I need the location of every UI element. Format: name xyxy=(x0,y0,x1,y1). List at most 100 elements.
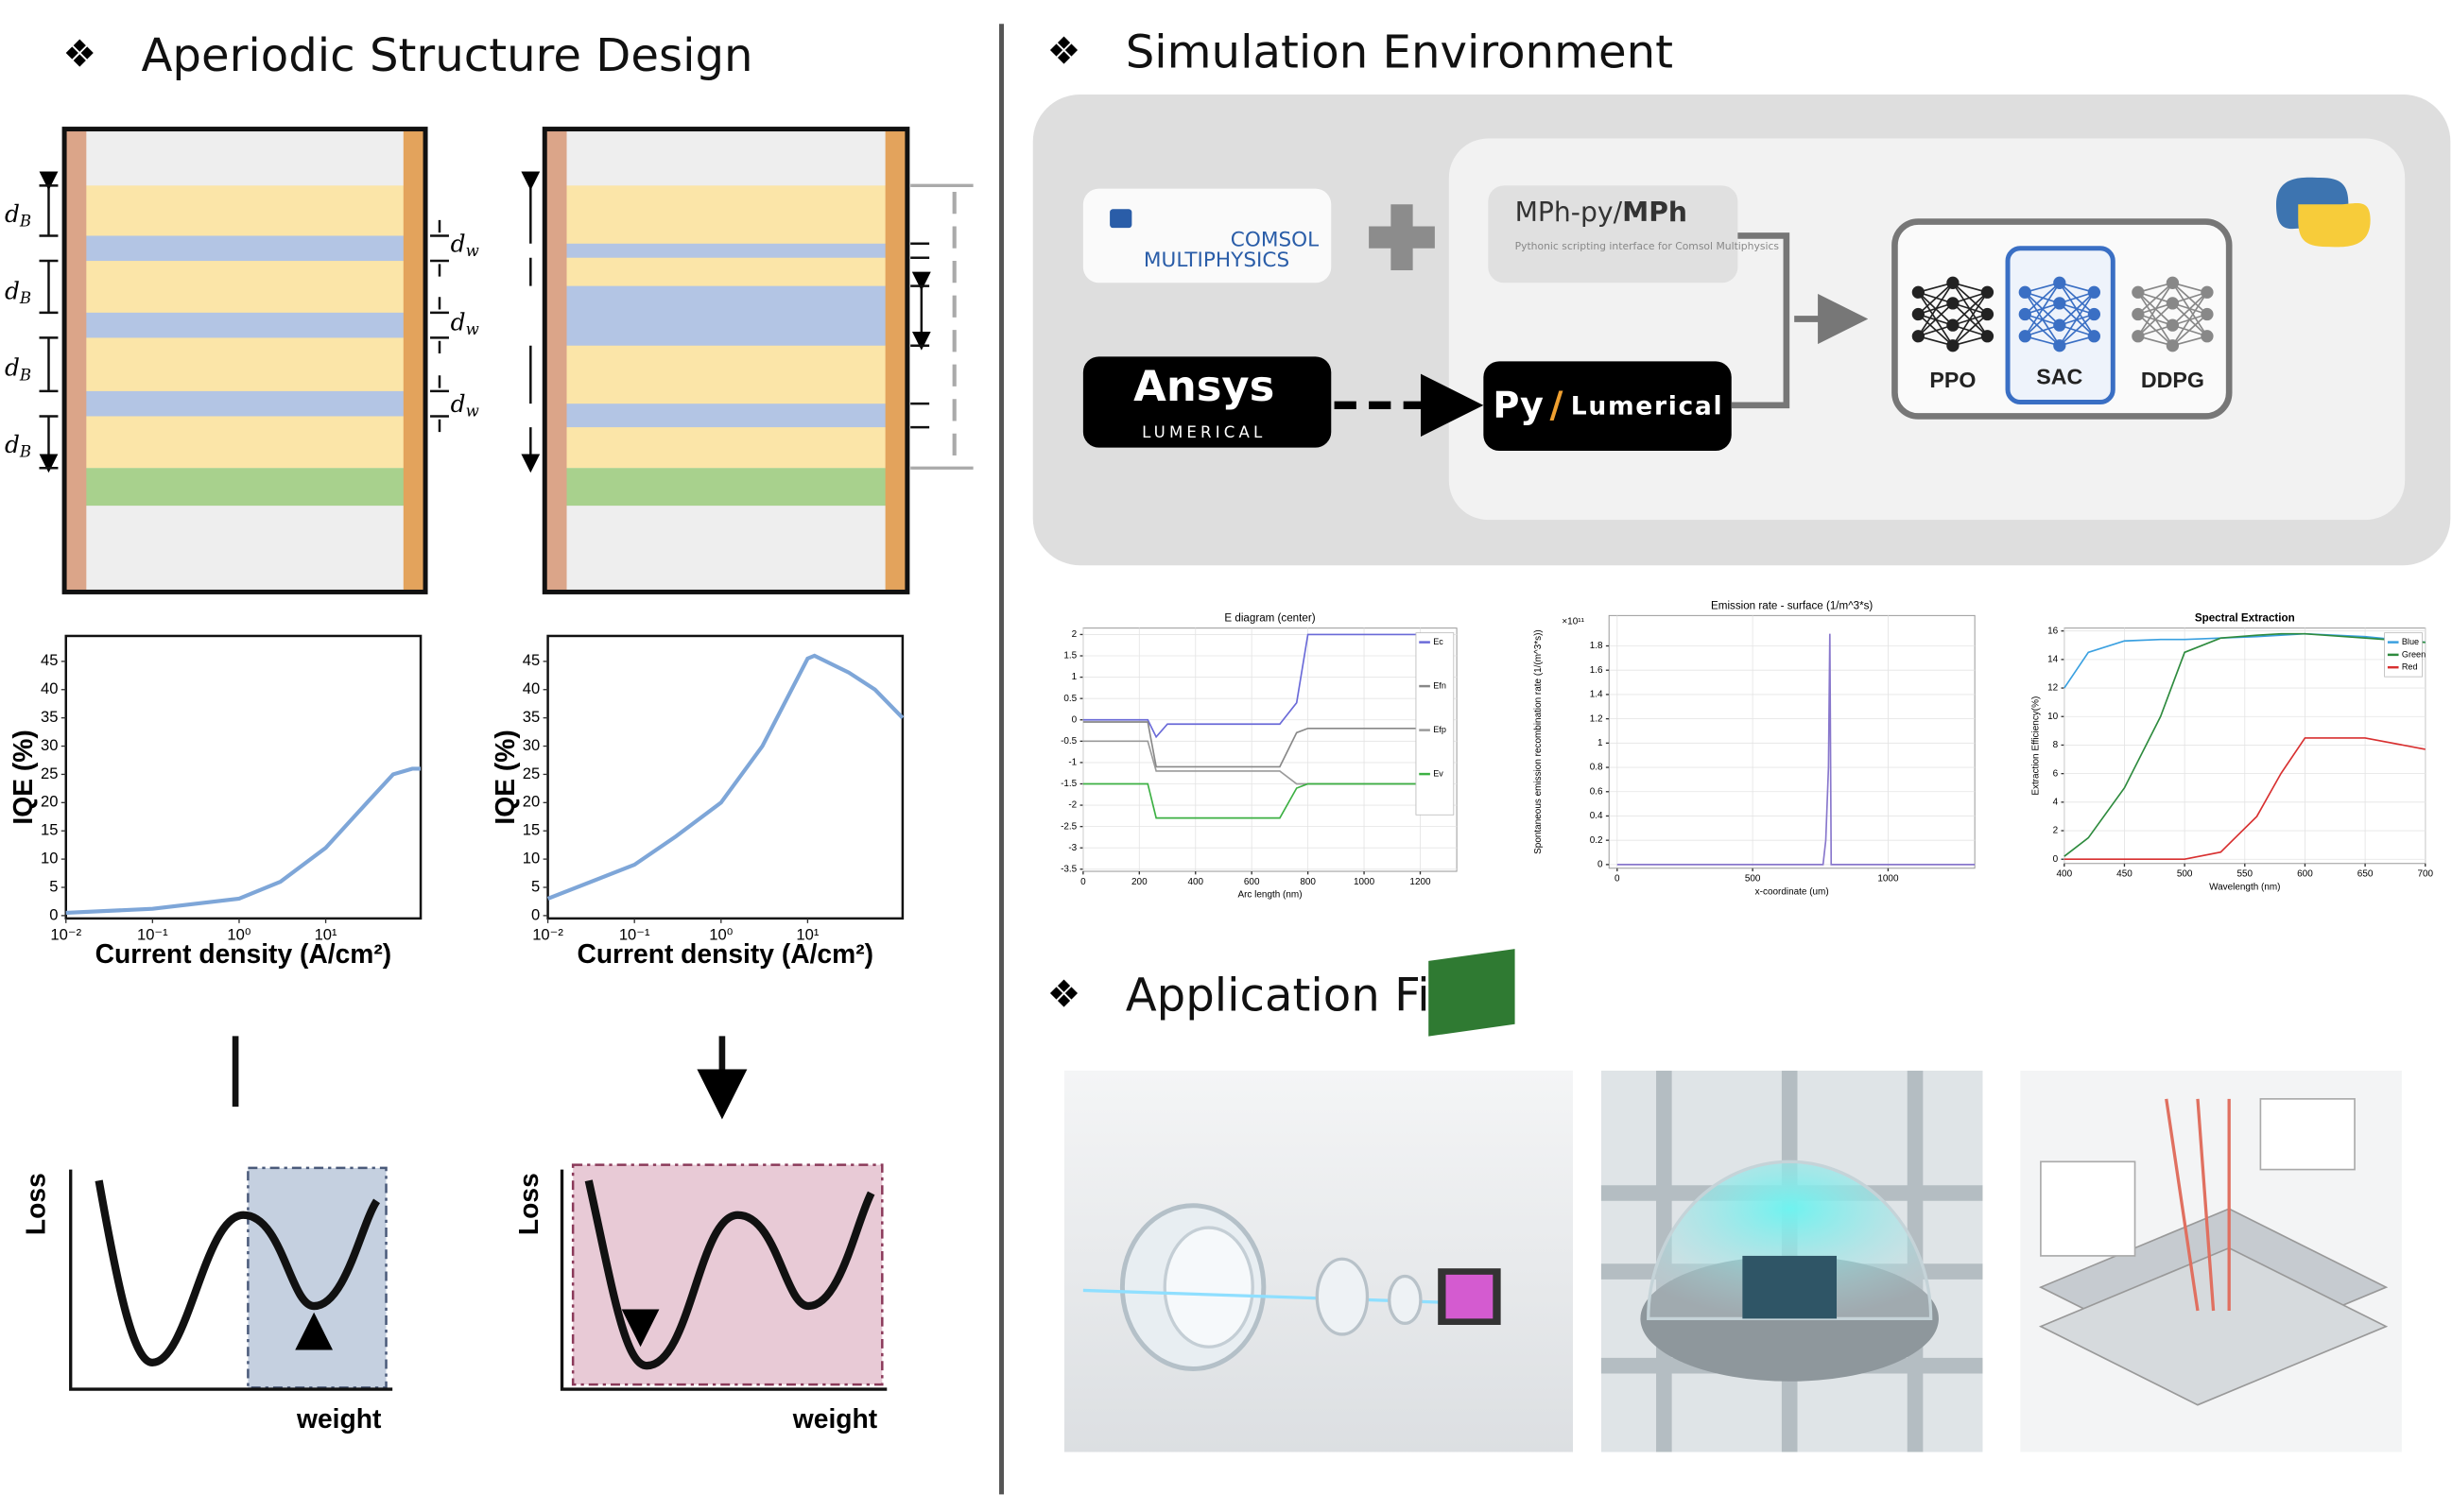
y-tick-label: 45 xyxy=(523,651,540,669)
net-node xyxy=(1911,285,1925,299)
x-tick-label: 1000 xyxy=(1877,874,1899,885)
net-node xyxy=(2053,318,2066,332)
net-node xyxy=(2053,339,2066,352)
net-edge xyxy=(2059,291,2095,326)
x-tick-label: 500 xyxy=(1745,874,1761,885)
barrier-label: dB xyxy=(5,277,31,307)
net-node xyxy=(2166,318,2180,332)
x-tick-label: 450 xyxy=(2116,869,2133,880)
x-tick-label: 650 xyxy=(2357,869,2374,880)
net-node xyxy=(1911,307,1925,321)
y-tick-label: 1.4 xyxy=(1590,690,1603,700)
net-node xyxy=(2201,330,2214,343)
y-tick-label: 0 xyxy=(2053,854,2059,865)
net-edge xyxy=(2171,313,2208,347)
net-edge xyxy=(2024,302,2061,337)
y-tick-label: -1 xyxy=(1068,758,1077,768)
net-edge xyxy=(1917,302,1954,337)
x-tick-label: 500 xyxy=(2177,869,2193,880)
net-edge xyxy=(1952,291,1989,347)
y-tick-label: 1 xyxy=(1597,738,1603,748)
y-tick-label: 35 xyxy=(41,708,58,726)
series-line xyxy=(2063,737,2426,861)
net-edge xyxy=(2137,282,2174,337)
chart: 0 5 10 15 20 25 30 35 40 45 10⁻² 10⁻¹ 10⁰ 10¹Current … xyxy=(490,634,905,969)
algorithm-label: DDPG xyxy=(2141,368,2204,392)
y-tick-label: -2 xyxy=(1068,800,1077,811)
net-node xyxy=(2053,297,2066,310)
logo-text: Py / Lumerical xyxy=(1493,385,1723,426)
bullet: ❖ xyxy=(1047,29,1081,73)
net-edge xyxy=(1917,282,1954,337)
y-tick-label: 1.6 xyxy=(1590,665,1603,676)
chart-title: E diagram (center) xyxy=(1224,612,1315,625)
y-tick-label: 0.4 xyxy=(1590,811,1603,821)
net-node xyxy=(1946,276,1960,289)
y-tick-label: 6 xyxy=(2053,768,2059,779)
y-tick-label: 20 xyxy=(523,793,540,811)
y-tick-label: -0.5 xyxy=(1061,736,1078,747)
x-tick-label: 1200 xyxy=(1409,877,1431,887)
axis-label: weight xyxy=(296,1403,382,1434)
y-tick-label: 14 xyxy=(2047,654,2059,664)
y-axis-label: Spontaneous emission recombination rate … xyxy=(1533,629,1544,854)
logo-text: Ansys xyxy=(1133,361,1274,411)
y-tick-label: 15 xyxy=(41,821,58,839)
y-tick-label: 40 xyxy=(523,679,540,697)
net-node xyxy=(1946,339,1960,352)
loss-chart: Loss weight xyxy=(20,1166,393,1434)
y-tick-label: 8 xyxy=(2053,740,2059,750)
x-tick-label: 10⁻² xyxy=(50,926,81,944)
y-tick-label: 2 xyxy=(2053,826,2059,836)
data-line xyxy=(65,766,422,915)
flow-arrow xyxy=(232,1036,722,1107)
net-edge xyxy=(1917,282,1954,316)
y-tick-label: 4 xyxy=(2053,797,2059,807)
barrier-label: dB xyxy=(5,353,31,384)
y-tick-label: 0 xyxy=(1597,860,1603,870)
y-axis-label: Extraction Efficiency(%) xyxy=(2031,696,2042,796)
x-tick-label: 10⁻¹ xyxy=(137,926,168,944)
y-tick-label: 2 xyxy=(1072,629,1078,640)
y-tick-label: 1.2 xyxy=(1590,713,1603,724)
layer-stack xyxy=(40,127,449,594)
simulation-panel: COMSOL MULTIPHYSICS MPh-py/MPh Pythonic … xyxy=(1032,94,2451,566)
y-tick-label: 25 xyxy=(523,765,540,782)
legend-label: Ec xyxy=(1433,637,1443,646)
net-node xyxy=(2018,285,2031,299)
y-tick-label: 40 xyxy=(41,679,58,697)
logo-text: MULTIPHYSICS xyxy=(1144,249,1289,272)
net-node xyxy=(1911,330,1925,343)
net-node xyxy=(2166,297,2180,310)
algorithm-label: SAC xyxy=(2036,365,2082,389)
logo-text: MPh-py/MPh xyxy=(1515,197,1687,228)
x-tick-label: 10⁰ xyxy=(709,926,733,944)
x-tick-label: 0 xyxy=(1615,874,1620,885)
series-line xyxy=(2063,632,2426,857)
net-node xyxy=(2166,339,2180,352)
legend-label: Ev xyxy=(1433,769,1443,779)
legend-label: Blue xyxy=(2402,637,2419,646)
x-tick-label: 550 xyxy=(2236,869,2253,880)
chart: 0 0.2 0.4 0.6 0.8 1 1.2 1.4 1.6 1.8 0 500 1000 Emissi… xyxy=(1533,599,1976,897)
layer-labels: dB dB dB dB dw dw dw xyxy=(5,199,479,460)
y-tick-label: 15 xyxy=(523,821,540,839)
net-edge xyxy=(1952,313,1988,347)
legend-label: Red xyxy=(2402,662,2418,672)
net-edge xyxy=(1952,291,1989,326)
x-tick-label: 10⁰ xyxy=(227,926,250,944)
y-tick-label: 0 xyxy=(531,905,540,923)
logo-text: LUMERICAL xyxy=(1142,423,1266,441)
x-tick-label: 10¹ xyxy=(315,926,337,944)
well-label: dw xyxy=(451,230,479,260)
y-axis-label: IQE (%) xyxy=(490,730,520,824)
y-tick-label: 5 xyxy=(531,877,540,895)
y-tick-label: -1.5 xyxy=(1061,779,1078,789)
axis-label: weight xyxy=(792,1403,878,1434)
legend-label: Green xyxy=(2402,649,2426,659)
net-node xyxy=(2201,285,2214,299)
barrier-label: dB xyxy=(5,199,31,230)
well-label: dw xyxy=(451,389,479,420)
y-tick-label: 0 xyxy=(1072,714,1078,725)
